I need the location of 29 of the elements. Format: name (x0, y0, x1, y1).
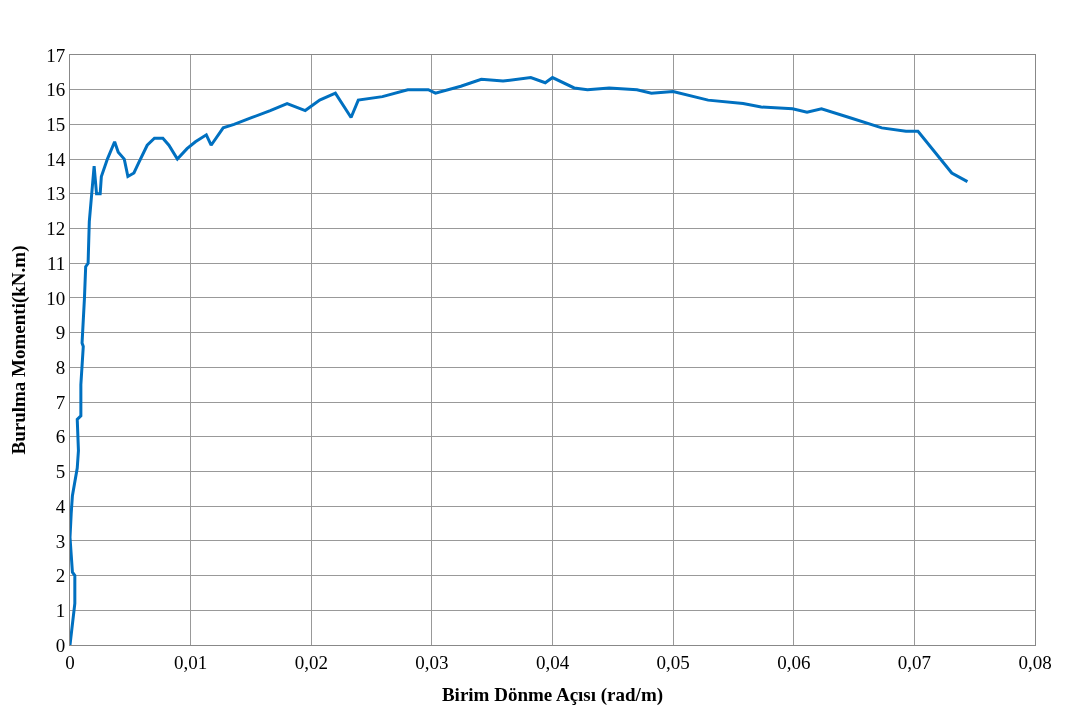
y-tick-label: 11 (46, 252, 66, 274)
x-tick-label: 0,01 (174, 651, 208, 673)
y-tick-label: 10 (46, 287, 66, 309)
y-tick-label: 14 (46, 148, 66, 170)
y-axis-title: Burulma Momenti(kN.m) (8, 245, 31, 455)
x-tick-label: 0,03 (415, 651, 449, 673)
y-tick-label: 7 (55, 391, 66, 413)
x-tick-label: 0,04 (535, 651, 570, 673)
x-axis-title: Birim Dönme Açısı (rad/m) (441, 683, 664, 706)
y-tick-label: 9 (55, 322, 66, 344)
y-tick-label: 1 (55, 599, 66, 621)
y-tick-label: 6 (55, 426, 66, 448)
y-tick-label: 15 (46, 114, 66, 136)
x-tick-label: 0,02 (294, 651, 328, 673)
y-tick-label: 8 (55, 357, 66, 378)
x-tick-label: 0,08 (1018, 651, 1052, 673)
y-tick-label: 17 (46, 44, 66, 66)
line-series (70, 76, 969, 645)
y-tick-label: 16 (46, 79, 66, 101)
y-tick-label: 2 (55, 565, 66, 587)
y-tick-label: 5 (55, 461, 66, 483)
y-tick-label: 13 (46, 183, 66, 205)
x-tick-label: 0,06 (777, 651, 811, 673)
y-tick-label: 4 (55, 495, 66, 517)
x-tick-label: 0,07 (897, 651, 932, 673)
y-tick-label: 12 (46, 218, 66, 240)
y-tick-label: 0 (55, 634, 66, 656)
x-tick-label: 0,05 (656, 651, 690, 673)
y-tick-label: 3 (55, 530, 66, 552)
